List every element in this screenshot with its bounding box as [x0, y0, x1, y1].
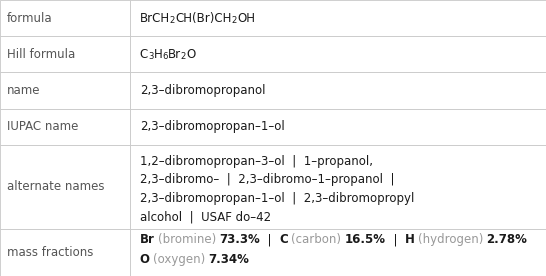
Text: C: C	[279, 233, 288, 246]
Text: C: C	[140, 48, 148, 61]
Bar	[0, 0, 130, 36]
Bar	[130, 36, 546, 72]
Text: (carbon): (carbon)	[291, 233, 341, 246]
Bar	[0, 229, 130, 276]
Text: OH: OH	[237, 12, 255, 25]
Text: H: H	[405, 233, 414, 246]
Bar	[130, 0, 546, 36]
Text: (bromine): (bromine)	[158, 233, 216, 246]
Text: O: O	[186, 48, 195, 61]
Text: 2.78%: 2.78%	[486, 233, 527, 246]
Text: H: H	[153, 48, 162, 61]
Text: |: |	[385, 233, 405, 246]
Bar	[130, 145, 546, 229]
Bar	[0, 109, 130, 145]
Text: 2: 2	[232, 16, 237, 25]
Text: |: |	[260, 233, 279, 246]
Text: name: name	[7, 84, 40, 97]
Text: 3: 3	[148, 52, 153, 61]
Text: 6: 6	[162, 52, 168, 61]
Text: 2,3–dibromopropan–1–ol: 2,3–dibromopropan–1–ol	[140, 120, 284, 133]
Bar	[130, 72, 546, 109]
Text: 2,3–dibromopropanol: 2,3–dibromopropanol	[140, 84, 265, 97]
Text: O: O	[140, 253, 150, 266]
Bar	[130, 109, 546, 145]
Text: IUPAC name: IUPAC name	[7, 120, 78, 133]
Text: formula: formula	[7, 12, 52, 25]
Bar	[0, 145, 130, 229]
Text: 16.5%: 16.5%	[345, 233, 385, 246]
Text: Br: Br	[168, 48, 181, 61]
Text: 1,2–dibromopropan–3–ol  |  1–propanol,
2,3–dibromo–  |  2,3–dibromo–1–propanol  : 1,2–dibromopropan–3–ol | 1–propanol, 2,3…	[140, 155, 414, 223]
Text: Br: Br	[140, 233, 155, 246]
Text: (hydrogen): (hydrogen)	[418, 233, 483, 246]
Text: 73.3%: 73.3%	[219, 233, 260, 246]
Bar	[0, 36, 130, 72]
Text: (oxygen): (oxygen)	[153, 253, 205, 266]
Text: 2: 2	[170, 16, 175, 25]
Text: 7.34%: 7.34%	[209, 253, 250, 266]
Text: alternate names: alternate names	[7, 180, 104, 193]
Text: CH(Br)CH: CH(Br)CH	[175, 12, 232, 25]
Text: BrCH: BrCH	[140, 12, 170, 25]
Text: mass fractions: mass fractions	[7, 246, 93, 259]
Bar	[130, 229, 546, 276]
Text: 2: 2	[181, 52, 186, 61]
Text: Hill formula: Hill formula	[7, 48, 75, 61]
Bar	[0, 72, 130, 109]
